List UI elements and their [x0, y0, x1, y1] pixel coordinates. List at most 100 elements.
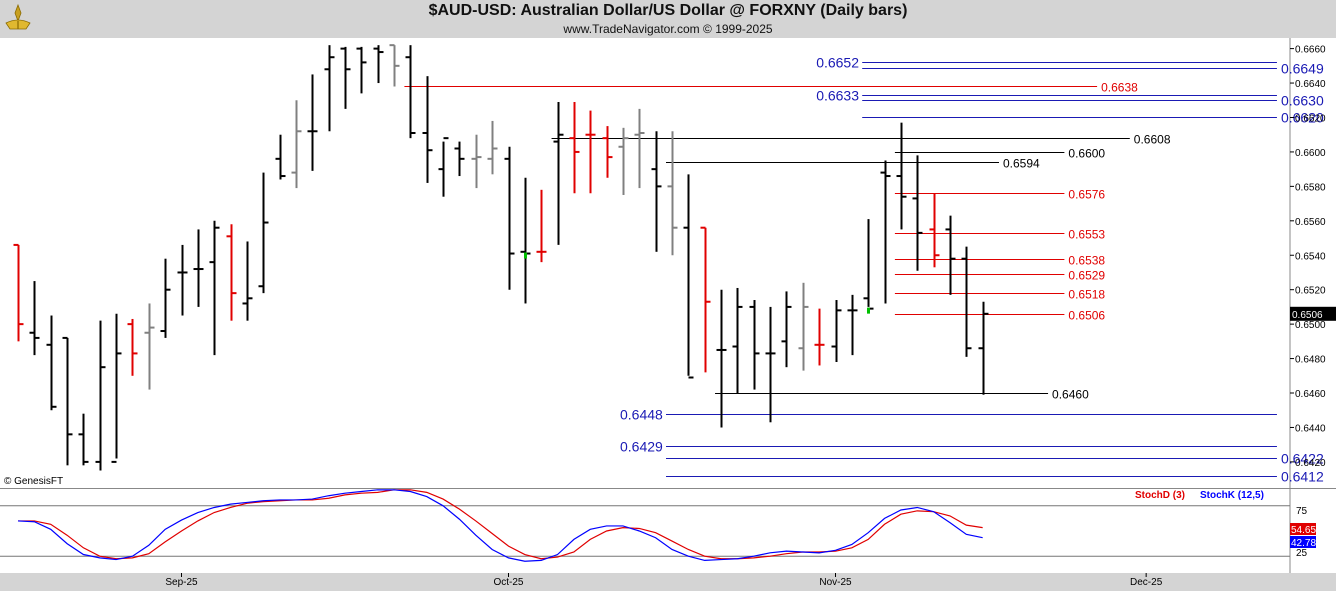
stochastic-legend-k: StochK (12,5) [1200, 490, 1264, 501]
price-tick-label: 0.6500 [1295, 320, 1326, 331]
price-bar [13, 243, 24, 342]
price-bar [111, 313, 122, 463]
price-bar [242, 241, 253, 321]
stochastic-tick-label: 75 [1296, 506, 1308, 517]
price-tick-label: 0.6560 [1295, 217, 1326, 228]
level-label-0.6529: 0.6529 [1068, 269, 1105, 283]
price-bar [634, 108, 645, 189]
price-bar [896, 122, 907, 230]
price-bar [454, 141, 465, 177]
price-bar [716, 289, 727, 428]
price-bar [945, 215, 956, 295]
level-label-0.6633: 0.6633 [816, 88, 859, 104]
level-label-0.6620: 0.6620 [1281, 110, 1324, 126]
chart-subtitle: www.TradeNavigator.com © 1999-2025 [563, 22, 773, 36]
price-tick-label: 0.6660 [1295, 45, 1326, 56]
level-label-0.6518: 0.6518 [1068, 288, 1105, 302]
price-bar [405, 45, 416, 139]
level-label-0.6638: 0.6638 [1101, 81, 1138, 95]
level-label-0.6422: 0.6422 [1281, 451, 1324, 467]
price-tick-label: 0.6440 [1295, 423, 1326, 434]
price-tick-label: 0.6520 [1295, 286, 1326, 297]
date-tick-label: Dec-25 [1130, 577, 1163, 588]
price-bar [651, 131, 662, 252]
price-bar [553, 101, 564, 245]
price-bar [422, 76, 433, 183]
stochastic-value-label: 54.65 [1291, 525, 1316, 536]
level-label-0.6608: 0.6608 [1134, 133, 1171, 147]
price-bar [193, 229, 204, 307]
level-label-0.6594: 0.6594 [1003, 157, 1040, 171]
stochastic-line-k [17, 489, 983, 562]
price-tick-label: 0.6540 [1295, 251, 1326, 262]
stochastic-value-label: 42.78 [1291, 538, 1316, 549]
level-label-0.6553: 0.6553 [1068, 228, 1105, 242]
price-bar [78, 413, 89, 466]
price-tick-label: 0.6460 [1295, 389, 1326, 400]
price-bar [177, 244, 188, 316]
price-bar [961, 246, 972, 357]
price-axis [1290, 38, 1336, 488]
price-bar [438, 137, 449, 197]
price-bar [160, 258, 171, 338]
price-bar [127, 318, 138, 376]
price-bar [487, 120, 498, 175]
last-price-box [1290, 306, 1336, 321]
price-bar [978, 301, 989, 395]
price-bar [831, 300, 842, 363]
price-bar [209, 220, 220, 356]
price-bar [291, 100, 302, 189]
price-bar [798, 282, 809, 371]
price-bar [847, 294, 858, 356]
price-bar [62, 336, 73, 466]
price-bar [275, 134, 286, 180]
level-label-0.6506: 0.6506 [1068, 309, 1105, 323]
price-bar [602, 126, 613, 178]
stochastic-legend-d: StochD (3) [1135, 490, 1185, 501]
price-tick-label: 0.6580 [1295, 182, 1326, 193]
stochastic-value-box [1290, 523, 1316, 535]
price-bar [29, 281, 40, 356]
price-bar [585, 110, 596, 194]
price-bar [683, 174, 694, 379]
level-label-0.6649: 0.6649 [1281, 61, 1324, 77]
price-bar [749, 300, 760, 390]
price-bar [471, 134, 482, 189]
chart-header: $AUD-USD: Australian Dollar/US Dollar @ … [0, 0, 1336, 38]
price-bar [732, 287, 743, 394]
price-tick-label: 0.6620 [1295, 113, 1326, 124]
level-label-0.6600: 0.6600 [1068, 147, 1105, 161]
price-bar [95, 320, 106, 471]
price-bar [536, 189, 547, 263]
chart-title: $AUD-USD: Australian Dollar/US Dollar @ … [428, 2, 908, 19]
price-bar [667, 131, 678, 256]
price-bar [258, 172, 269, 294]
price-bar [912, 155, 923, 271]
level-label-0.6412: 0.6412 [1281, 469, 1324, 485]
stochastic-value-box [1290, 536, 1316, 548]
price-tick-label: 0.6600 [1295, 148, 1326, 159]
price-bar [700, 226, 711, 373]
genesis-logo-icon [5, 3, 31, 30]
price-bar [46, 315, 57, 411]
price-bar [389, 44, 400, 87]
stochastic-panel [0, 489, 1290, 573]
level-label-0.6448: 0.6448 [620, 407, 663, 423]
last-price-label: 0.6506 [1292, 310, 1323, 321]
price-bar [569, 101, 580, 194]
price-bar [618, 127, 629, 195]
price-bar [340, 46, 351, 109]
price-bar [307, 74, 318, 171]
level-label-0.6429: 0.6429 [620, 439, 663, 455]
price-bar [373, 45, 384, 84]
level-label-0.6460: 0.6460 [1052, 388, 1089, 402]
level-label-0.6630: 0.6630 [1281, 93, 1324, 109]
date-tick-label: Sep-25 [165, 577, 198, 588]
price-bar [880, 160, 891, 304]
price-bar [929, 193, 940, 268]
stochastic-tick-label: 25 [1296, 548, 1308, 559]
price-bar [504, 146, 515, 290]
price-bar [324, 45, 335, 132]
